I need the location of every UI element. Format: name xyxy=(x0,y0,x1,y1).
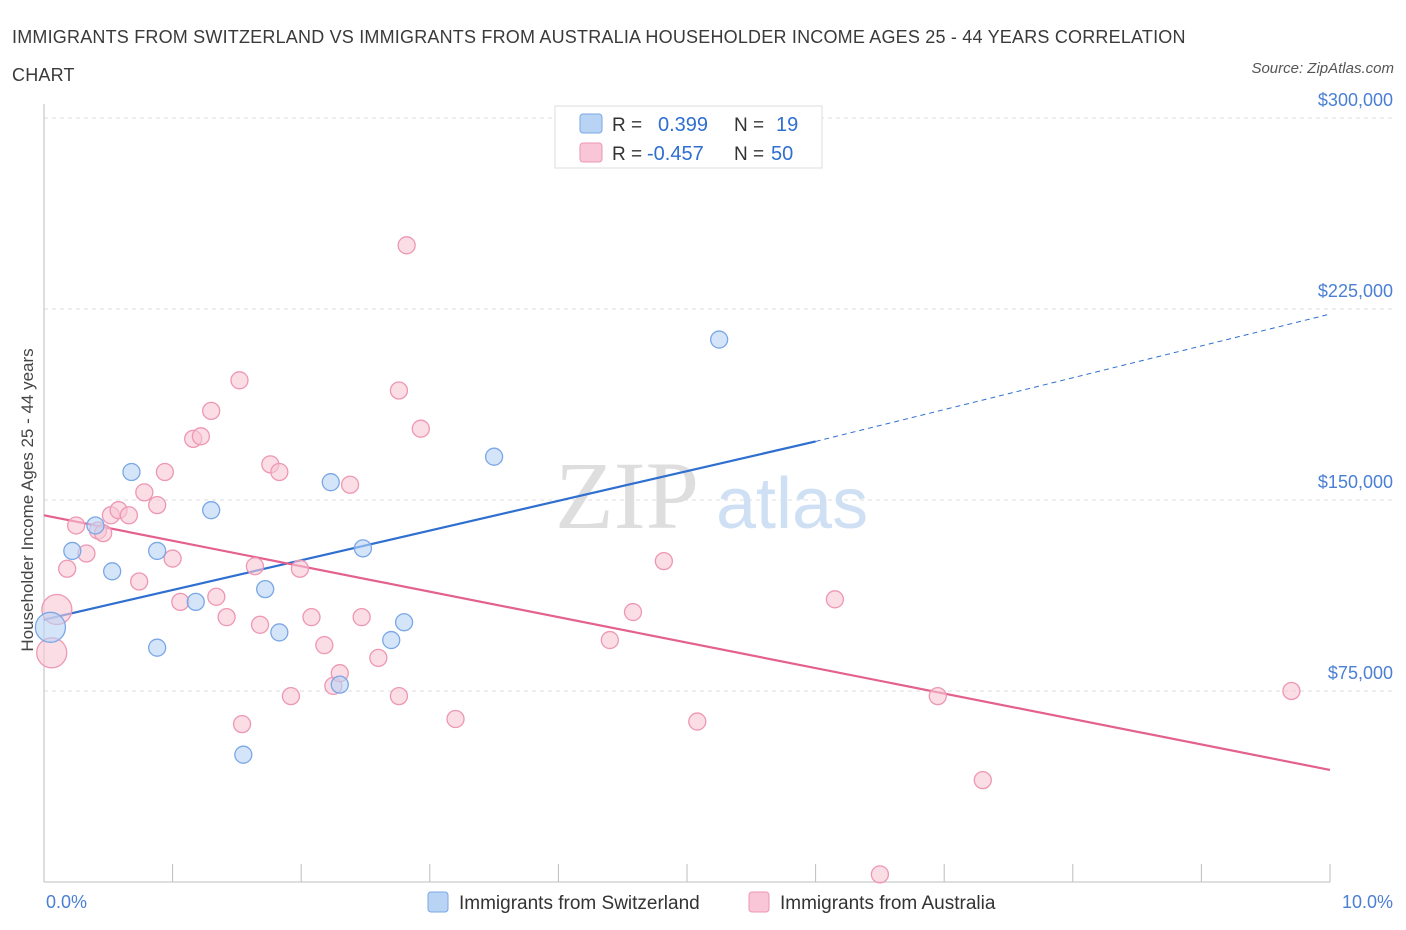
point-australia-12 xyxy=(148,495,167,515)
point-switzerland-0 xyxy=(34,611,67,643)
trend-line-australia xyxy=(43,514,1331,772)
series-legend: Immigrants from Switzerland Immigrants f… xyxy=(427,891,996,914)
point-switzerland-16 xyxy=(234,745,253,764)
data-points xyxy=(34,236,1301,884)
point-australia-26 xyxy=(270,462,289,482)
chart-source: Source: ZipAtlas.com xyxy=(1251,60,1394,77)
point-australia-21 xyxy=(230,371,249,390)
y-tick-label-2: $225,000 xyxy=(1318,281,1393,301)
point-australia-33 xyxy=(340,475,360,494)
point-australia-44 xyxy=(688,712,707,731)
point-australia-13 xyxy=(155,462,175,482)
trend-line-switzerland-extension xyxy=(815,313,1331,442)
x-tick-max: 10.0% xyxy=(1342,892,1393,912)
point-australia-46 xyxy=(928,686,947,706)
point-switzerland-15 xyxy=(330,675,349,694)
y-axis-label: Householder Income Ages 25 - 44 years xyxy=(18,348,37,651)
point-australia-17 xyxy=(191,427,211,446)
point-australia-28 xyxy=(290,559,310,578)
point-australia-18 xyxy=(202,401,221,421)
point-australia-41 xyxy=(600,630,619,650)
point-switzerland-8 xyxy=(186,592,205,612)
gridlines xyxy=(44,117,1394,692)
series-legend-switzerland: Immigrants from Switzerland xyxy=(459,893,700,914)
x-tick-min: 0.0% xyxy=(46,892,87,912)
point-australia-45 xyxy=(825,590,845,609)
legend-n-value-1: 19 xyxy=(776,114,798,136)
legend-n-label-2: N = xyxy=(734,144,764,165)
legend-n-value-2: 50 xyxy=(771,143,793,165)
legend-n-label-1: N = xyxy=(734,115,764,136)
point-australia-22 xyxy=(232,714,252,734)
legend-r-label-1: R = xyxy=(612,115,642,136)
point-australia-24 xyxy=(250,615,270,634)
point-australia-27 xyxy=(281,686,301,706)
y-tick-label-0: $75,000 xyxy=(1328,663,1393,683)
legend-r-value-2: -0.457 xyxy=(647,143,704,165)
point-switzerland-18 xyxy=(710,330,729,349)
point-australia-10 xyxy=(130,572,149,591)
axes xyxy=(43,104,1331,883)
point-australia-2 xyxy=(57,559,77,578)
point-switzerland-10 xyxy=(270,623,289,642)
legend-swatch-switzerland xyxy=(579,113,603,134)
point-switzerland-7 xyxy=(148,638,167,657)
point-switzerland-4 xyxy=(122,462,141,482)
point-australia-3 xyxy=(67,516,86,535)
legend-swatch-australia xyxy=(579,142,603,163)
point-switzerland-14 xyxy=(382,630,401,650)
point-switzerland-1 xyxy=(63,541,82,561)
point-australia-42 xyxy=(623,602,643,622)
point-australia-49 xyxy=(1282,681,1301,701)
series-legend-australia: Immigrants from Australia xyxy=(780,893,996,914)
point-australia-30 xyxy=(315,636,334,655)
point-switzerland-6 xyxy=(202,501,221,520)
point-switzerland-9 xyxy=(256,579,275,599)
point-switzerland-3 xyxy=(103,562,122,581)
legend-r-value-1: 0.399 xyxy=(658,114,708,136)
y-tick-label-1: $150,000 xyxy=(1318,472,1393,492)
watermark-zip: ZIP xyxy=(555,442,699,549)
point-switzerland-2 xyxy=(86,516,105,535)
point-switzerland-17 xyxy=(484,447,504,466)
series-legend-swatch-switzerland xyxy=(427,891,449,913)
point-australia-20 xyxy=(217,607,236,627)
point-australia-36 xyxy=(389,686,409,706)
point-switzerland-13 xyxy=(394,613,414,632)
series-legend-swatch-australia xyxy=(748,891,770,913)
point-australia-11 xyxy=(135,483,154,502)
point-australia-40 xyxy=(446,709,465,729)
point-australia-43 xyxy=(654,551,674,571)
trend-line-switzerland xyxy=(43,440,816,621)
point-australia-23 xyxy=(245,557,265,576)
trend-lines xyxy=(43,313,1331,772)
point-australia-37 xyxy=(389,381,409,400)
y-tick-label-3: $300,000 xyxy=(1318,90,1393,110)
point-australia-9 xyxy=(119,506,139,525)
point-australia-29 xyxy=(302,607,321,627)
point-australia-19 xyxy=(207,587,226,606)
chart-title: IMMIGRANTS FROM SWITZERLAND VS IMMIGRANT… xyxy=(12,27,1186,85)
point-australia-39 xyxy=(411,419,430,438)
point-australia-15 xyxy=(171,592,190,612)
point-australia-34 xyxy=(352,607,371,627)
point-australia-38 xyxy=(397,236,416,255)
watermark-atlas: atlas xyxy=(716,464,868,544)
point-switzerland-11 xyxy=(321,473,340,492)
stats-legend: R = 0.399 N = 19 R = -0.457 N = 50 xyxy=(554,105,823,169)
point-switzerland-12 xyxy=(353,539,373,558)
point-australia-14 xyxy=(163,549,182,568)
point-australia-35 xyxy=(369,648,388,668)
point-australia-48 xyxy=(870,865,890,884)
point-australia-47 xyxy=(973,770,992,790)
y-tick-labels: $75,000 $150,000 $225,000 $300,000 xyxy=(1318,90,1393,683)
legend-r-label-2: R = xyxy=(612,144,642,165)
point-switzerland-5 xyxy=(148,541,167,561)
